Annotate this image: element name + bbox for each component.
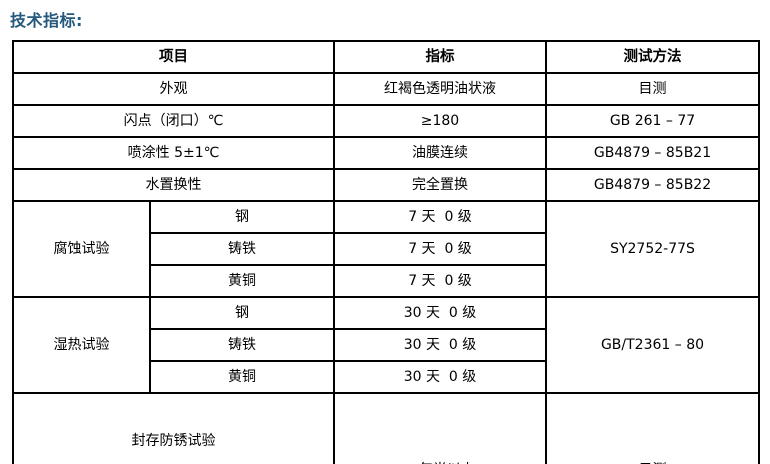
cell-method: GB4879 – 85B22	[545, 168, 760, 202]
table-row-damp-heat-steel: 湿热试验 钢 30 天 0 级 GB/T2361 – 80	[12, 296, 760, 394]
page-title: 技术指标:	[10, 11, 83, 30]
cell-indicator: ≥180	[333, 104, 547, 138]
cell-item: 闪点（闭口）℃	[12, 104, 335, 138]
column-header-item: 项目	[12, 40, 335, 74]
cell-method: 目测	[545, 391, 760, 464]
cell-indicator: 一年半以上	[333, 391, 547, 464]
cell-indicator: 7 天 0 级	[333, 200, 547, 234]
cell-material: 黄铜	[149, 264, 335, 298]
cell-material: 铸铁	[149, 232, 335, 266]
cell-group-label-damp-heat: 湿热试验	[12, 296, 151, 394]
table-row-corrosion-steel: 腐蚀试验 钢 7 天 0 级 SY2752-77S	[12, 200, 760, 298]
cell-method-damp-heat: GB/T2361 – 80	[545, 296, 760, 394]
cell-item: 喷涂性 5±1℃	[12, 136, 335, 170]
cell-material: 黄铜	[149, 360, 335, 394]
column-header-method: 测试方法	[545, 40, 760, 74]
cell-indicator: 30 天 0 级	[333, 328, 547, 362]
cell-indicator: 7 天 0 级	[333, 232, 547, 266]
cell-method: GB 261 – 77	[545, 104, 760, 138]
cell-material: 钢	[149, 296, 335, 330]
table-header-row: 项目 指标 测试方法	[12, 40, 760, 74]
column-header-indicator: 指标	[333, 40, 547, 74]
table-row-damp-heat-brass: 黄铜 30 天 0 级	[13, 360, 759, 394]
cell-method: GB4879 – 85B21	[545, 136, 760, 170]
storage-item-line1: 封存防锈试验	[131, 433, 216, 450]
cell-method-corrosion: SY2752-77S	[545, 200, 760, 298]
table-row-flash-point: 闪点（闭口）℃ ≥180 GB 261 – 77	[12, 104, 760, 138]
cell-material: 钢	[149, 200, 335, 234]
table-row-damp-heat-cast-iron: 铸铁 30 天 0 级	[13, 328, 759, 362]
table-row-appearance: 外观 红褐色透明油状液 目测	[12, 72, 760, 106]
cell-method: 目测	[545, 72, 760, 106]
cell-group-label-corrosion: 腐蚀试验	[12, 200, 151, 298]
cell-indicator: 30 天 0 级	[333, 296, 547, 330]
table-row-water-displacement: 水置换性 完全置换 GB4879 – 85B22	[12, 168, 760, 202]
cell-item: 外观	[12, 72, 335, 106]
cell-indicator: 7 天 0 级	[333, 264, 547, 298]
table-row-sprayability: 喷涂性 5±1℃ 油膜连续 GB4879 – 85B21	[12, 136, 760, 170]
cell-indicator: 油膜连续	[333, 136, 547, 170]
cell-material: 铸铁	[149, 328, 335, 362]
table-row-storage-rust-test: 封存防锈试验 (钢、铸铁、黄铜) 一年半以上 目测	[12, 391, 760, 464]
cell-indicator: 30 天 0 级	[333, 360, 547, 394]
spec-table: 项目 指标 测试方法 外观 红褐色透明油状液 目测 闪点（闭口）℃ ≥180 G…	[12, 40, 760, 464]
cell-item: 水置换性	[12, 168, 335, 202]
cell-item-storage: 封存防锈试验 (钢、铸铁、黄铜)	[12, 391, 335, 464]
table-row-corrosion-cast-iron: 铸铁 7 天 0 级	[13, 232, 759, 266]
table-row-corrosion-brass: 黄铜 7 天 0 级	[13, 264, 759, 298]
cell-indicator: 完全置换	[333, 168, 547, 202]
cell-indicator: 红褐色透明油状液	[333, 72, 547, 106]
